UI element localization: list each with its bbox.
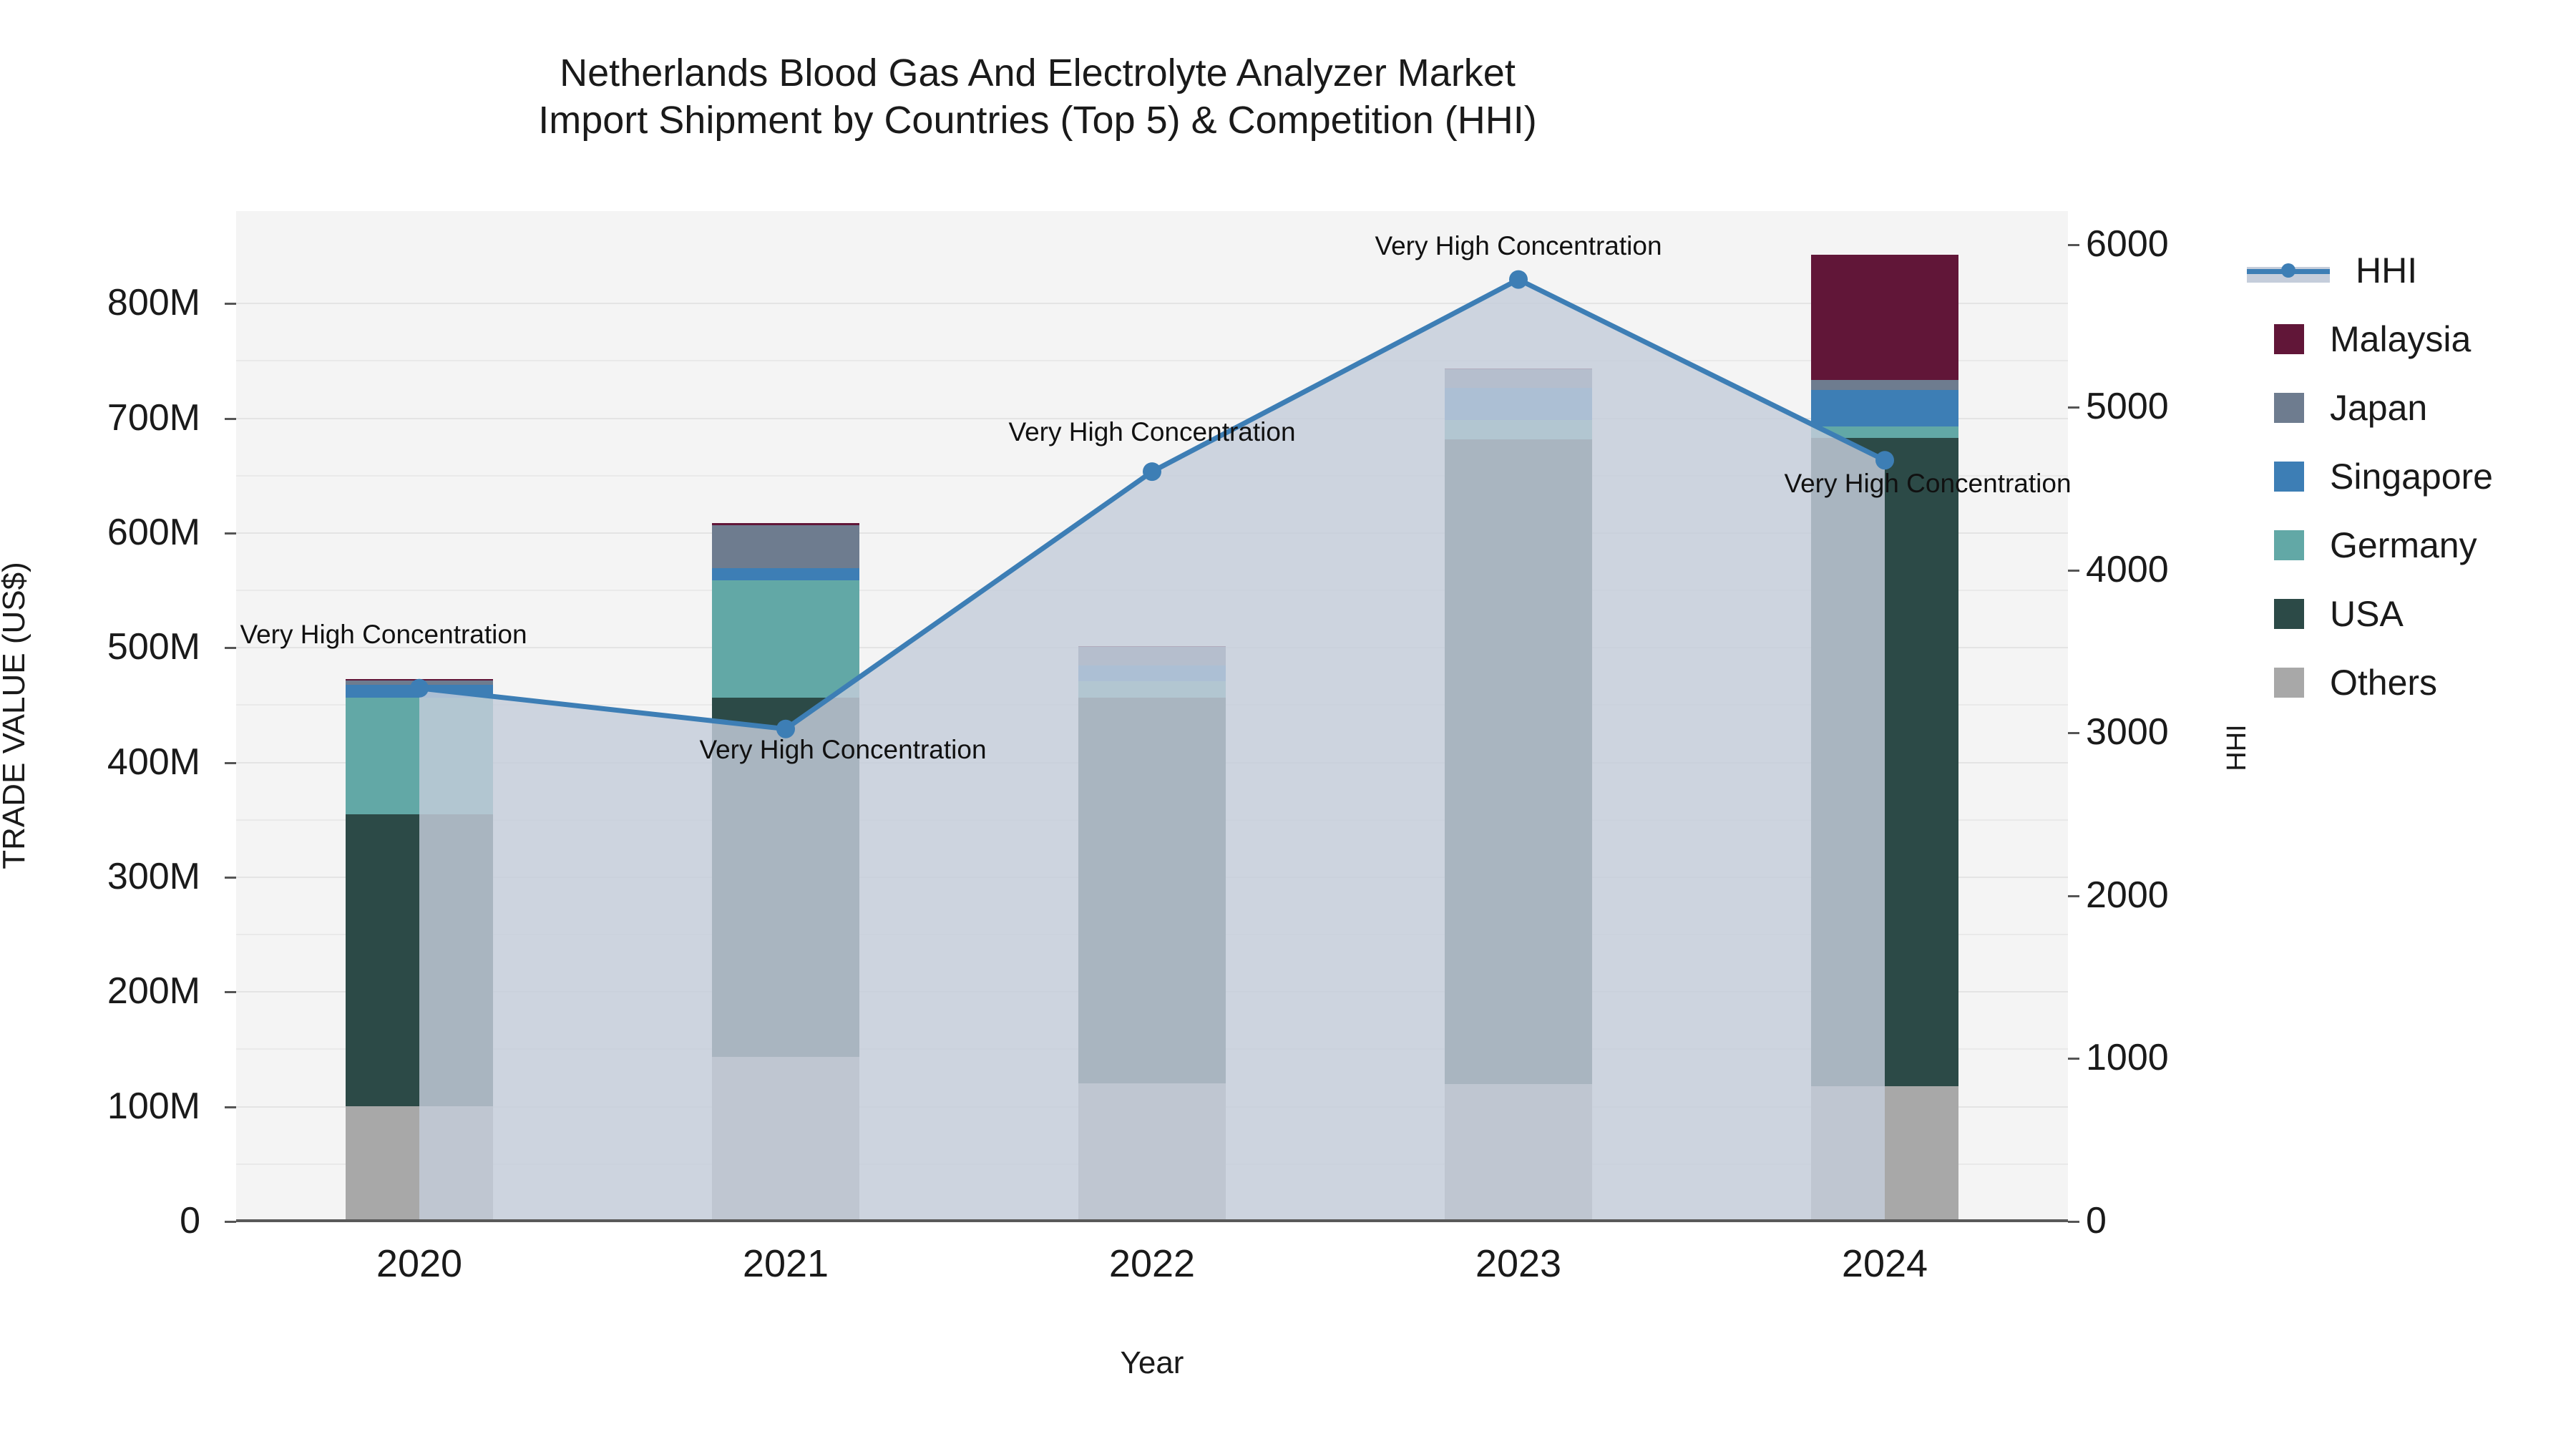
y-tick-right-1000: 1000 <box>2086 1037 2169 1079</box>
y-tickmark-left <box>225 417 236 420</box>
y-tickmark-left <box>225 1221 236 1223</box>
hhi-marker-group <box>410 270 1894 738</box>
bar-segment-singapore-2024[interactable] <box>1811 390 1958 427</box>
y-tickmark-right <box>2068 406 2079 409</box>
bar-segment-malaysia-2021[interactable] <box>712 523 859 526</box>
x-tick-2020: 2020 <box>376 1242 463 1285</box>
y-tick-right-5000: 5000 <box>2086 386 2169 428</box>
legend-label: Malaysia <box>2330 319 2472 359</box>
gridline <box>236 360 2068 362</box>
legend-label: Others <box>2330 663 2438 703</box>
chart-title-line-1: Netherlands Blood Gas And Electrolyte An… <box>560 52 1516 94</box>
hhi-marker-2024[interactable] <box>1875 451 1894 470</box>
legend-item-usa[interactable]: USA <box>2247 580 2562 648</box>
y-tick-left-400M: 400M <box>107 741 200 783</box>
legend-swatch-icon <box>2274 324 2304 354</box>
y-tickmark-left <box>225 532 236 535</box>
y-axis-left-title: TRADE VALUE (US$) <box>0 562 31 869</box>
y-tick-right-6000: 6000 <box>2086 223 2169 265</box>
y-tick-right-3000: 3000 <box>2086 711 2169 753</box>
legend-item-singapore[interactable]: Singapore <box>2247 442 2562 511</box>
y-tickmark-right <box>2068 1221 2079 1223</box>
hhi-line-series <box>410 270 1894 1221</box>
y-tickmark-left <box>225 647 236 650</box>
legend-label: Germany <box>2330 525 2477 565</box>
bar-segment-malaysia-2024[interactable] <box>1811 254 1958 380</box>
x-axis-title: Year <box>1120 1345 1184 1380</box>
legend-swatch-icon <box>2274 462 2304 492</box>
annotation-2020: Very High Concentration <box>240 619 527 649</box>
hhi-marker-2020[interactable] <box>410 678 429 698</box>
legend-swatch-icon <box>2274 393 2304 423</box>
gridline <box>236 303 2068 305</box>
y-tick-left-100M: 100M <box>107 1085 200 1127</box>
y-tickmark-right <box>2068 894 2079 897</box>
y-tickmark-left <box>225 1106 236 1108</box>
legend-line-dot <box>2281 263 2296 278</box>
legend-item-hhi[interactable]: HHI <box>2247 236 2562 305</box>
legend-label: USA <box>2330 594 2404 634</box>
legend-label: Singapore <box>2330 457 2493 497</box>
y-tick-right-2000: 2000 <box>2086 874 2169 916</box>
gridline <box>236 417 2068 419</box>
y-tickmark-left <box>225 303 236 306</box>
y-tickmark-left <box>225 761 236 764</box>
y-tick-right-4000: 4000 <box>2086 548 2169 590</box>
bar-segment-japan-2021[interactable] <box>712 525 859 568</box>
x-axis-spine <box>236 1219 2068 1222</box>
hhi-marker-2022[interactable] <box>1143 462 1161 482</box>
y-tickmark-left <box>225 991 236 994</box>
y-tickmark-right <box>2068 1058 2079 1060</box>
hhi-marker-2023[interactable] <box>1509 270 1528 289</box>
bar-segment-germany-2021[interactable] <box>712 580 859 698</box>
bar-segment-germany-2024[interactable] <box>1811 426 1958 439</box>
legend-item-others[interactable]: Others <box>2247 648 2562 717</box>
legend-label: HHI <box>2356 250 2418 291</box>
y-tick-left-200M: 200M <box>107 970 200 1013</box>
legend-item-japan[interactable]: Japan <box>2247 374 2562 442</box>
legend-swatch-icon <box>2274 530 2304 560</box>
y-tickmark-right <box>2068 243 2079 246</box>
y-tick-left-800M: 800M <box>107 282 200 324</box>
y-tick-left-600M: 600M <box>107 511 200 553</box>
legend-line-marker-icon <box>2247 255 2330 286</box>
legend-swatch-icon <box>2274 668 2304 698</box>
chart-title-line-2: Import Shipment by Countries (Top 5) & C… <box>538 98 1537 142</box>
x-tick-2021: 2021 <box>742 1242 829 1285</box>
y-tickmark-right <box>2068 732 2079 735</box>
annotation-2022: Very High Concentration <box>1008 417 1296 447</box>
y-tick-right-0: 0 <box>2086 1200 2107 1241</box>
chart-title: Netherlands Blood Gas And Electrolyte An… <box>0 50 2075 145</box>
x-tick-2022: 2022 <box>1108 1242 1196 1285</box>
legend-label: Japan <box>2330 388 2428 428</box>
y-tickmark-left <box>225 876 236 879</box>
annotation-2024: Very High Concentration <box>1784 469 2072 499</box>
annotation-2023: Very High Concentration <box>1375 230 1662 260</box>
legend-item-malaysia[interactable]: Malaysia <box>2247 305 2562 374</box>
x-tick-2023: 2023 <box>1475 1242 1562 1285</box>
bar-segment-singapore-2021[interactable] <box>712 567 859 581</box>
legend-swatch-icon <box>2274 599 2304 629</box>
y-tick-left-700M: 700M <box>107 396 200 439</box>
y-tick-left-300M: 300M <box>107 855 200 897</box>
chart-legend: HHI Malaysia Japan Singapore Germany USA Other… <box>2247 236 2562 717</box>
x-tick-2024: 2024 <box>1841 1242 1928 1285</box>
y-tick-left-0: 0 <box>180 1200 200 1241</box>
legend-item-germany[interactable]: Germany <box>2247 511 2562 580</box>
hhi-marker-2021[interactable] <box>776 719 795 738</box>
plot-area <box>236 211 2068 1222</box>
y-tick-left-500M: 500M <box>107 626 200 668</box>
annotation-2021: Very High Concentration <box>699 734 987 764</box>
bar-segment-japan-2024[interactable] <box>1811 379 1958 391</box>
y-tickmark-right <box>2068 569 2079 572</box>
hhi-area-fill <box>419 279 1885 1221</box>
